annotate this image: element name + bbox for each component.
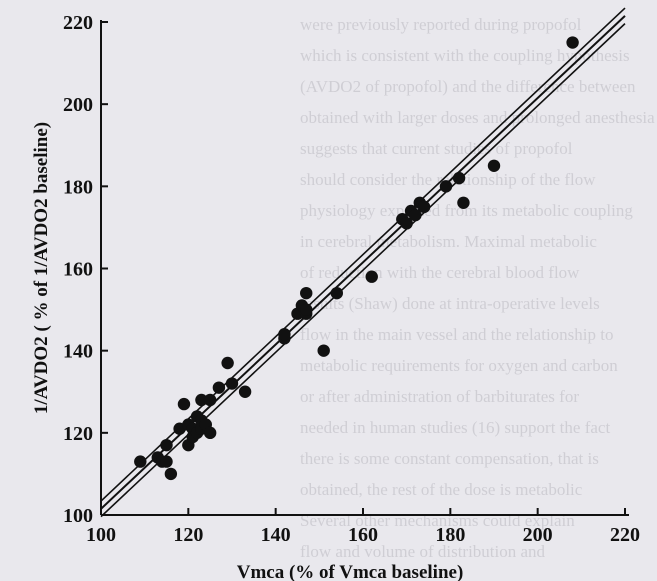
background-text-line: flow in the main vessel and the relation… (300, 325, 614, 344)
y-tick-label: 200 (63, 94, 93, 116)
background-text-line: physiology expected from its metabolic c… (300, 201, 633, 220)
x-tick-label: 220 (610, 524, 640, 546)
background-text-line: or after administration of barbiturates … (300, 387, 579, 406)
data-point (160, 455, 173, 468)
data-point (400, 217, 413, 230)
y-tick-label: 120 (63, 423, 93, 445)
x-tick-label: 120 (173, 524, 203, 546)
background-text-line: metabolic requirements for oxygen and ca… (300, 356, 618, 375)
data-point (238, 385, 252, 398)
data-point (225, 377, 239, 390)
data-point (417, 200, 431, 214)
background-text-line: of reduction with the cerebral blood flo… (300, 263, 580, 282)
data-point (160, 438, 173, 452)
background-text-line: in cerebral metabolism. Maximal metaboli… (300, 232, 597, 251)
data-point (212, 381, 226, 394)
data-point (365, 270, 378, 283)
data-point (566, 36, 579, 49)
y-tick-label: 100 (63, 505, 93, 527)
background-text-line: which is consistent with the coupling hy… (300, 46, 630, 65)
data-point (439, 180, 453, 193)
axes (100, 20, 629, 516)
data-points (134, 36, 579, 481)
background-text-line: results (Shaw) done at intra-operative l… (300, 294, 600, 313)
data-point (317, 344, 330, 357)
data-point (330, 286, 343, 300)
y-axis-title: 1/AVDO2 ( % of 1/AVDO2 baseline) (31, 122, 52, 414)
data-point (409, 208, 422, 222)
background-text-line: suggests that current studies of propofo… (300, 139, 573, 158)
data-point (487, 159, 501, 172)
data-point (203, 426, 217, 440)
background-text-line: were previously reported during propofol (300, 15, 582, 34)
x-tick-label: 160 (348, 524, 378, 546)
data-point (195, 393, 208, 407)
x-tick-label: 100 (86, 524, 116, 546)
background-text-line: should consider the relationship of the … (300, 170, 596, 189)
x-tick-label: 200 (523, 524, 553, 546)
background-text-line: obtained with larger doses and prolonged… (300, 108, 655, 127)
x-tick-label: 140 (261, 524, 291, 546)
x-tick-label: 180 (435, 524, 465, 546)
data-point (300, 303, 313, 316)
data-point (278, 328, 291, 341)
background-text-line: obtained, the rest of the dose is metabo… (300, 480, 583, 499)
background-text-line: needed in human studies (16) support the… (300, 418, 610, 437)
data-point (457, 196, 470, 209)
y-tick-label: 220 (63, 12, 93, 34)
data-point (452, 171, 466, 185)
tick-labels: 100 120 140 160 180 200 220 100 120 140 160 180 200 2… (63, 12, 640, 546)
data-point (300, 286, 313, 300)
data-point (134, 455, 147, 468)
data-point (177, 397, 191, 411)
data-point (164, 467, 178, 481)
data-point (203, 393, 217, 407)
y-tick-label: 140 (63, 341, 93, 363)
data-point (221, 356, 234, 370)
background-text-line: flow and volume of distribution and (300, 542, 546, 561)
y-tick-label: 180 (63, 176, 93, 198)
background-text-line: (AVDO2 of propofol) and the difference b… (300, 77, 636, 96)
y-tick-label: 160 (63, 259, 93, 281)
x-axis-title: Vmca (% of Vmca baseline) (237, 562, 464, 581)
background-text-line: there is some constant compensation, tha… (300, 449, 599, 468)
